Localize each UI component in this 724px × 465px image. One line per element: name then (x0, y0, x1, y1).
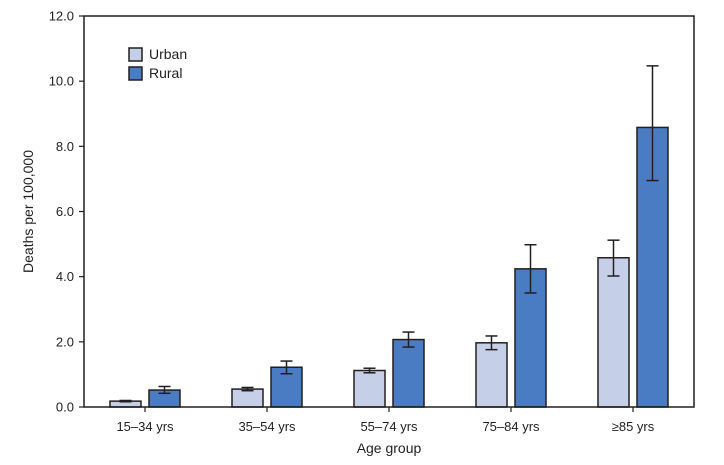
y-tick-label: 2.0 (56, 334, 74, 349)
bars-group (109, 126, 669, 408)
y-axis-title: Deaths per 100,000 (20, 150, 36, 273)
y-tick-label: 8.0 (56, 139, 74, 154)
bar-urban-3 (475, 342, 508, 408)
bar-urban-2 (353, 369, 386, 408)
x-axis-ticks: 15–34 yrs 35–54 yrs 55–74 yrs 75–84 yrs ≥85 … (116, 407, 655, 434)
legend-label-rural: Rural (149, 65, 182, 81)
y-tick-label: 4.0 (56, 269, 74, 284)
bar-urban-4 (597, 257, 630, 408)
bar-urban-1 (231, 388, 264, 408)
legend-swatch-rural (128, 66, 143, 81)
x-tick-label: 35–54 yrs (238, 419, 296, 434)
x-tick-label: 55–74 yrs (360, 419, 418, 434)
legend-swatch-urban (128, 47, 143, 62)
legend: Urban Rural (128, 46, 187, 81)
x-tick-label: 15–34 yrs (116, 419, 174, 434)
x-axis-title: Age group (357, 440, 422, 456)
y-tick-label: 10.0 (49, 74, 74, 89)
y-tick-label: 6.0 (56, 204, 74, 219)
bar-rural-2 (392, 338, 425, 408)
x-tick-label: ≥85 yrs (612, 419, 655, 434)
y-tick-label: 12.0 (49, 9, 74, 24)
error-bars-group (119, 65, 659, 403)
y-tick-label: 0.0 (56, 400, 74, 415)
x-tick-label: 75–84 yrs (482, 419, 540, 434)
y-axis-ticks: 0.0 2.0 4.0 6.0 8.0 10.0 12.0 (49, 9, 84, 415)
legend-label-urban: Urban (149, 46, 187, 62)
